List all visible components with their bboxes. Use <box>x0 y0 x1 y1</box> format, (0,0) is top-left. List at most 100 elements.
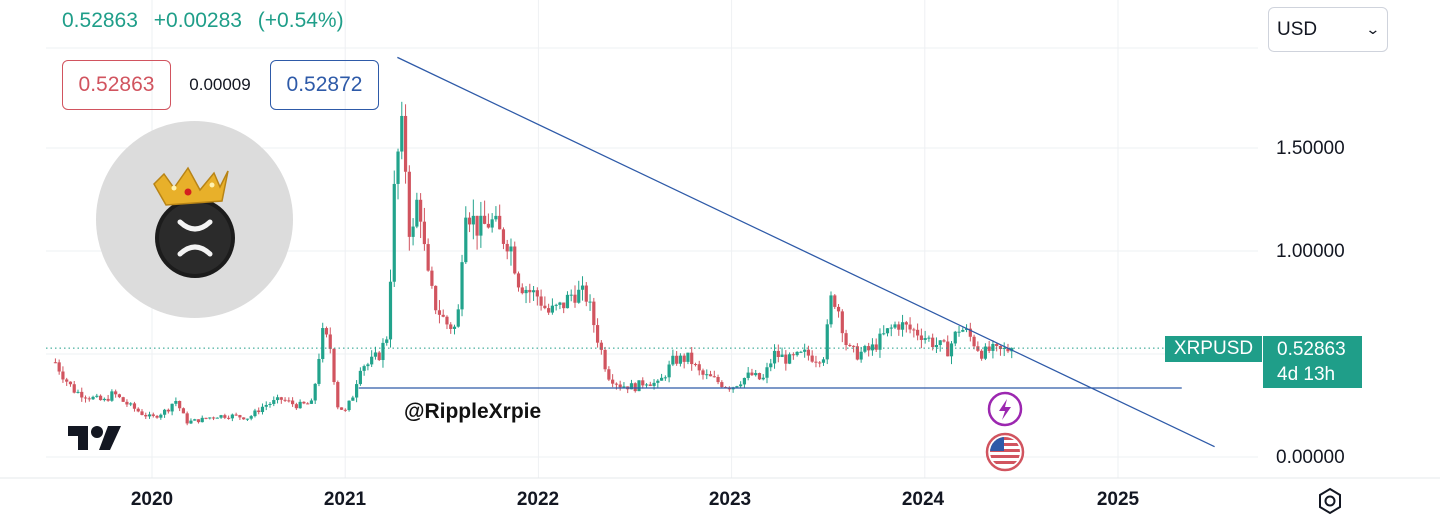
candle-body <box>565 294 570 309</box>
candle-body <box>132 403 137 409</box>
y-axis-label: 1.00000 <box>1276 241 1345 262</box>
candle-body <box>1002 347 1006 350</box>
candle-body <box>291 400 295 405</box>
candle-body <box>787 354 792 364</box>
candle-body <box>667 364 671 378</box>
candle-body <box>829 295 833 325</box>
candle-body <box>716 376 720 383</box>
spread-value: 0.00009 <box>189 75 251 94</box>
candle-body <box>908 324 912 330</box>
candle-body <box>419 199 423 222</box>
candle-body <box>844 333 848 346</box>
candle-body <box>712 376 716 378</box>
candle-body <box>257 410 261 413</box>
candle-body <box>129 403 133 405</box>
candle-body <box>377 352 381 361</box>
candle-body <box>422 221 426 245</box>
candle-body <box>878 333 882 350</box>
candle-body <box>456 309 460 327</box>
candle-body <box>136 408 140 412</box>
candle-body <box>106 398 110 401</box>
candle-body <box>313 383 317 401</box>
candle-body <box>486 223 490 228</box>
candle-body <box>200 417 204 423</box>
last-price: 0.52863 <box>62 9 138 32</box>
settings-icon[interactable] <box>1315 486 1345 516</box>
candle-body <box>516 273 521 288</box>
last-price-tag: 0.52863 4d 13h <box>1263 336 1362 388</box>
candle-body <box>452 326 457 329</box>
candle-body <box>505 243 509 252</box>
candle-body <box>889 327 893 329</box>
candle-body <box>268 403 272 405</box>
candle-body <box>501 229 506 244</box>
candle-body <box>441 314 445 317</box>
candle-body <box>121 397 125 402</box>
candle-body <box>927 337 931 339</box>
candle-body <box>633 383 637 392</box>
candle-body <box>678 355 683 364</box>
candle-body <box>675 355 679 364</box>
candle-body <box>242 417 246 420</box>
candle-body <box>957 331 961 333</box>
candle-body <box>385 339 389 343</box>
candle-body <box>629 383 634 390</box>
candle-body <box>671 355 675 365</box>
candle-body <box>230 414 234 419</box>
candle-body <box>584 285 588 302</box>
candle-body <box>298 401 302 409</box>
candle-body <box>178 400 182 409</box>
candle-body <box>618 384 622 388</box>
header-quote: 0.52863 +0.00283 (+0.54%) <box>62 9 354 33</box>
candle-body <box>283 399 287 401</box>
candle-body <box>547 308 551 313</box>
us-flag-icon[interactable] <box>984 432 1026 472</box>
candle-body <box>614 383 619 385</box>
candle-body <box>577 289 581 303</box>
candle-body <box>358 370 362 385</box>
candle-body <box>332 348 336 383</box>
candle-body <box>750 372 754 376</box>
candle-body <box>776 350 780 357</box>
buy-price-button[interactable]: 0.52872 <box>270 60 379 110</box>
candle-body <box>65 379 69 382</box>
currency-select[interactable]: USD ⌄ <box>1268 7 1388 52</box>
candle-body <box>543 305 547 309</box>
x-axis-label: 2024 <box>901 489 945 510</box>
candle-body <box>588 301 592 303</box>
candle-body <box>780 354 784 357</box>
candle-body <box>211 417 216 419</box>
candle-body <box>848 345 852 347</box>
candle-body <box>980 350 984 359</box>
candle-body <box>147 414 152 417</box>
candle-body <box>821 359 826 363</box>
candle-body <box>415 199 419 227</box>
candle-body <box>388 281 393 340</box>
candle-body <box>531 290 536 293</box>
candle-body <box>196 419 201 423</box>
candle-body <box>961 329 965 332</box>
candle-body <box>185 413 189 424</box>
candle-body <box>900 322 905 330</box>
candle-body <box>784 354 788 364</box>
candle-body <box>637 380 641 392</box>
candle-body <box>708 374 713 377</box>
candle-body <box>80 391 84 398</box>
sell-price-button[interactable]: 0.52863 <box>62 60 171 110</box>
x-axis-label: 2021 <box>323 489 367 510</box>
candle-body <box>125 401 129 405</box>
candle-body <box>885 328 890 334</box>
candle-body <box>562 302 566 309</box>
candle-body <box>317 358 321 384</box>
candle-body <box>396 151 400 184</box>
candle-body <box>825 324 829 360</box>
candle-body <box>968 328 972 337</box>
candle-body <box>641 380 645 386</box>
candle-body <box>95 395 99 397</box>
candle-body <box>490 219 494 228</box>
candle-body <box>245 418 250 420</box>
candle-body <box>294 404 298 409</box>
lightning-icon[interactable] <box>986 390 1024 428</box>
candle-body <box>769 363 773 368</box>
